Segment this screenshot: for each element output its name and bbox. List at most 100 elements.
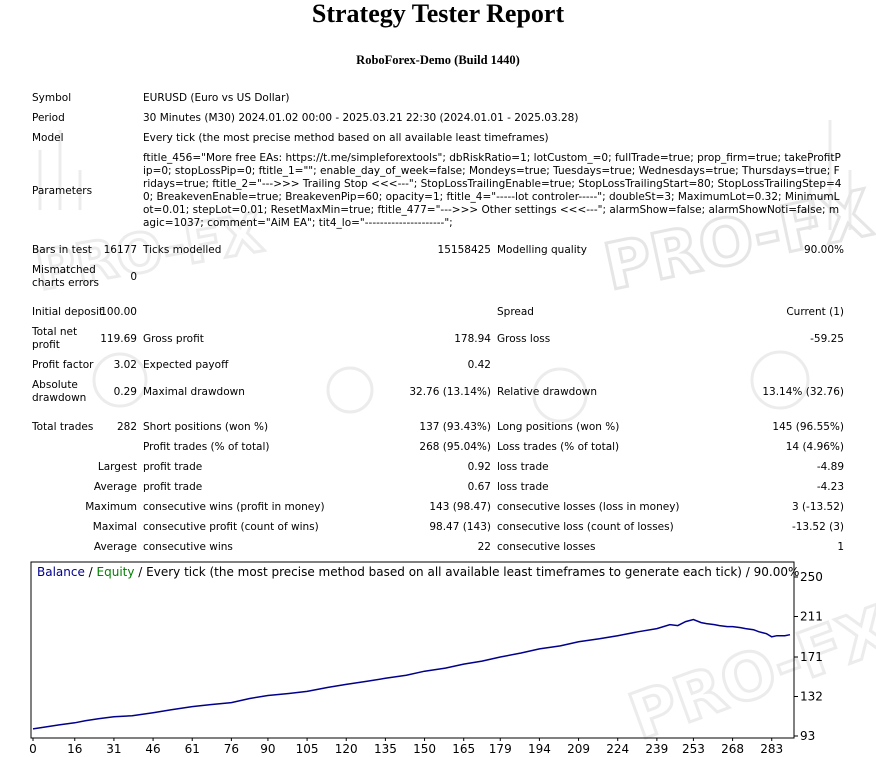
ep-label: Expected payoff xyxy=(143,359,229,371)
maximal-loss-label: consecutive loss (count of losses) xyxy=(497,521,674,533)
x-tick-label: 0 xyxy=(29,742,37,756)
x-tick-label: 46 xyxy=(145,742,160,756)
legend-balance: Balance xyxy=(37,565,85,579)
mismatched-value: 0 xyxy=(130,271,137,283)
largest-label: Largest xyxy=(97,461,137,473)
grossprofit-label: Gross profit xyxy=(143,333,204,345)
x-tick-label: 209 xyxy=(567,742,590,756)
avgcons-losses-value: 1 xyxy=(837,541,844,553)
page-title: Strategy Tester Report xyxy=(311,0,565,28)
maximal-profit-value: 98.47 (143) xyxy=(429,521,491,533)
maxdd-label: Maximal drawdown xyxy=(143,386,245,398)
x-tick-label: 179 xyxy=(489,742,512,756)
grossprofit-value: 178.94 xyxy=(454,333,491,345)
x-tick-label: 150 xyxy=(413,742,436,756)
maximum-label: Maximum xyxy=(85,501,137,513)
avgcons-wins-value: 22 xyxy=(477,541,491,553)
x-tick-label: 76 xyxy=(224,742,239,756)
symbol-value: EURUSD (Euro vs US Dollar) xyxy=(143,92,290,104)
absdd-label: Absolute drawdown xyxy=(32,379,87,404)
symbol-label: Symbol xyxy=(32,92,72,104)
grossloss-label: Gross loss xyxy=(497,333,551,345)
x-tick-label: 61 xyxy=(185,742,200,756)
maxdd-value: 32.76 (13.14%) xyxy=(409,386,491,398)
deposit-value: 100.00 xyxy=(100,306,137,318)
trades-value: 282 xyxy=(116,421,137,433)
legend-sep: / xyxy=(85,565,97,579)
bars-value: 16177 xyxy=(103,244,137,256)
trades-label: Total trades xyxy=(32,421,94,433)
x-tick-label: 283 xyxy=(760,742,783,756)
x-tick-label: 268 xyxy=(721,742,744,756)
x-tick-label: 31 xyxy=(106,742,121,756)
x-tick-label: 194 xyxy=(528,742,551,756)
reldd-value: 13.14% (32.76) xyxy=(762,386,844,398)
pf-label: Profit factor xyxy=(32,359,94,371)
average-profit-value: 0.67 xyxy=(467,481,491,493)
ltrades-label: Loss trades (% of total) xyxy=(497,441,620,453)
y-tick-label: 250 xyxy=(800,570,823,584)
x-tick-label: 135 xyxy=(374,742,397,756)
avgcons-losses-label: consecutive losses xyxy=(497,541,596,553)
avgcons-wins-label: consecutive wins xyxy=(143,541,233,553)
short-label: Short positions (won %) xyxy=(143,421,269,433)
largest-loss-value: -4.89 xyxy=(816,461,844,473)
period-label: Period xyxy=(32,112,65,124)
netprofit-value: 119.69 xyxy=(100,333,137,345)
y-tick-label: 93 xyxy=(800,729,815,743)
x-tick-label: 16 xyxy=(67,742,82,756)
largest-profit-value: 0.92 xyxy=(467,461,491,473)
model-value: Every tick (the most precise method base… xyxy=(143,132,549,144)
long-label: Long positions (won %) xyxy=(497,421,620,433)
quality-value: 90.00% xyxy=(803,244,844,256)
x-tick-label: 120 xyxy=(335,742,358,756)
average-profit-label: profit trade xyxy=(143,481,203,493)
largest-profit-label: profit trade xyxy=(143,461,203,473)
maximum-losses-value: 3 (-13.52) xyxy=(791,501,844,513)
avgcons-label: Average xyxy=(93,541,137,553)
maximum-wins-value: 143 (98.47) xyxy=(429,501,491,513)
balance-series-line xyxy=(32,618,791,730)
pf-value: 3.02 xyxy=(113,359,137,371)
parameters-value: ftitle_456="More free EAs: https://t.me/… xyxy=(143,152,842,229)
bars-label: Bars in test xyxy=(32,244,92,256)
x-tick-label: 253 xyxy=(682,742,705,756)
ptrades-label: Profit trades (% of total) xyxy=(143,441,270,453)
y-tick-label: 171 xyxy=(800,650,823,664)
maximum-losses-label: consecutive losses (loss in money) xyxy=(497,501,680,513)
x-tick-label: 165 xyxy=(452,742,475,756)
average-loss-value: -4.23 xyxy=(816,481,844,493)
y-tick-label: 132 xyxy=(800,690,823,704)
spread-value: Current (1) xyxy=(786,306,844,318)
average-loss-label: loss trade xyxy=(497,481,549,493)
y-tick-label: 211 xyxy=(800,609,823,623)
x-tick-label: 224 xyxy=(606,742,629,756)
absdd-value: 0.29 xyxy=(113,386,137,398)
maximum-wins-label: consecutive wins (profit in money) xyxy=(143,501,325,513)
quality-label: Modelling quality xyxy=(497,244,587,256)
mismatched-label: Mismatched charts errors xyxy=(32,264,99,289)
ptrades-value: 268 (95.04%) xyxy=(419,441,491,453)
x-tick-label: 239 xyxy=(645,742,668,756)
grossloss-value: -59.25 xyxy=(810,333,844,345)
long-value: 145 (96.55%) xyxy=(772,421,844,433)
chart-frame xyxy=(30,561,795,739)
chart-legend: Balance / Equity / Every tick (the most … xyxy=(37,565,799,579)
maximal-label: Maximal xyxy=(92,521,137,533)
x-tick-label: 90 xyxy=(260,742,275,756)
netprofit-label: Total net profit xyxy=(32,326,78,351)
ltrades-value: 14 (4.96%) xyxy=(785,441,844,453)
legend-equity: Equity xyxy=(97,565,135,579)
balance-chart: Balance / Equity / Every tick (the most … xyxy=(29,561,823,756)
legend-description: / Every tick (the most precise method ba… xyxy=(134,565,799,579)
ep-value: 0.42 xyxy=(467,359,491,371)
short-value: 137 (93.43%) xyxy=(419,421,491,433)
x-tick-label: 105 xyxy=(296,742,319,756)
reldd-label: Relative drawdown xyxy=(497,386,598,398)
ticks-label: Ticks modelled xyxy=(143,244,222,256)
page-subtitle: RoboForex-Demo (Build 1440) xyxy=(356,53,520,67)
parameters-label: Parameters xyxy=(32,185,93,197)
maximal-loss-value: -13.52 (3) xyxy=(791,521,844,533)
model-label: Model xyxy=(32,132,64,144)
ticks-value: 15158425 xyxy=(437,244,491,256)
